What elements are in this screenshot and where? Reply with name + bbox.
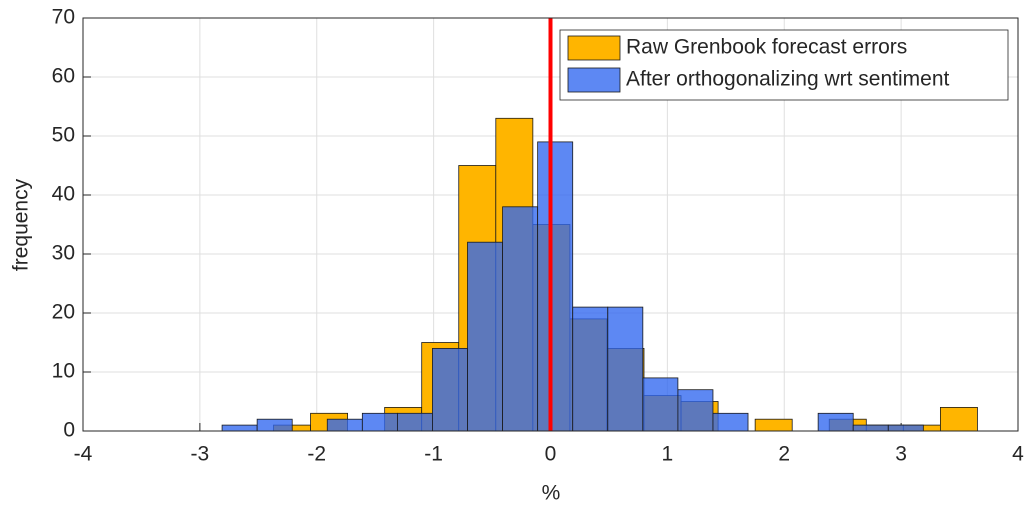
legend-label: Raw Grenbook forecast errors: [626, 36, 907, 59]
histogram-bar: [712, 412, 749, 432]
histogram-bar: [677, 389, 714, 432]
x-tick-label: 0: [545, 443, 557, 466]
x-tick-label: 1: [662, 443, 674, 466]
histogram-bar: [817, 412, 854, 432]
plot-frame: [82, 17, 1019, 432]
x-tick-label: -4: [74, 443, 93, 466]
x-tick-label: -1: [424, 443, 443, 466]
y-tick-label: 10: [52, 360, 75, 383]
histogram-bar: [326, 418, 363, 432]
x-tick-label: 3: [895, 443, 907, 466]
histogram-bar: [502, 206, 539, 432]
histogram-bar: [256, 418, 293, 432]
histogram-bar: [572, 306, 609, 432]
legend-swatch: [567, 35, 621, 61]
y-tick-label: 0: [63, 419, 75, 442]
y-tick-label: 50: [52, 124, 75, 147]
legend-box: [559, 29, 1009, 101]
legend-swatch: [567, 67, 621, 93]
histogram-bar: [939, 406, 978, 432]
x-tick-label: 4: [1012, 443, 1024, 466]
histogram-bar: [852, 424, 889, 432]
histogram-bar: [642, 377, 679, 432]
histogram-bar: [396, 412, 433, 432]
histogram-bar: [467, 241, 503, 432]
y-tick-label: 20: [52, 301, 75, 324]
x-tick-label: 2: [778, 443, 790, 466]
x-tick-label: -3: [191, 443, 210, 466]
histogram-bar: [432, 347, 468, 432]
y-tick-label: 60: [52, 65, 75, 88]
x-axis-label: %: [542, 482, 561, 505]
x-tick-label: -2: [307, 443, 326, 466]
histogram-bar: [754, 418, 793, 432]
histogram-bar: [607, 306, 644, 432]
histogram-bar: [221, 424, 258, 432]
histogram-bar: [361, 412, 398, 432]
y-tick-label: 40: [52, 183, 75, 206]
histogram-bar: [537, 141, 574, 432]
y-tick-label: 70: [52, 6, 75, 29]
histogram-bar: [887, 424, 924, 432]
y-axis-label: frequency: [10, 178, 33, 271]
y-tick-label: 30: [52, 242, 75, 265]
legend-label: After orthogonalizing wrt sentiment: [626, 68, 949, 91]
